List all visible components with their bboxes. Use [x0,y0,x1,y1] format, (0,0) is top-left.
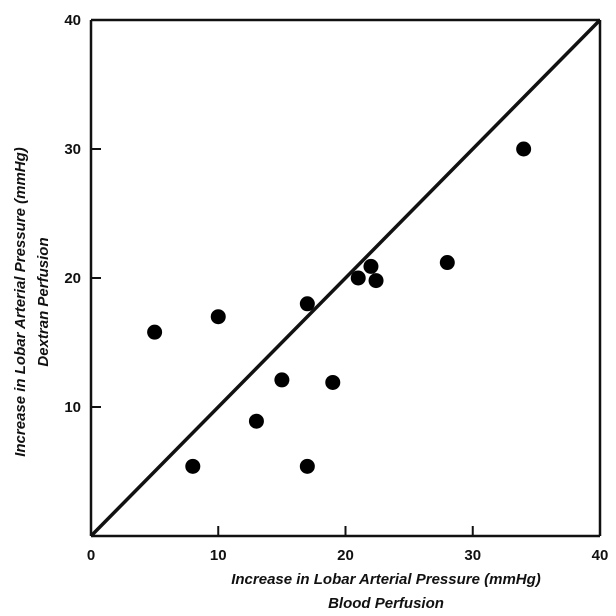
identity-line-group [89,18,602,538]
data-point [368,273,384,289]
data-point [210,309,226,325]
identity-line [89,18,602,538]
x-tick-label: 20 [337,547,354,564]
data-point [299,458,315,474]
x-tick-label: 30 [464,547,481,564]
data-points [147,141,532,474]
y-tick-label: 10 [64,399,81,416]
tick-labels: 0 10 20 30 40 10 20 30 40 [64,12,608,564]
y-tick-label: 40 [64,12,81,29]
data-point [274,372,290,388]
data-point [185,458,201,474]
tick-marks [90,19,601,536]
data-point [248,413,264,429]
data-point [363,258,379,274]
x-axis-title: Increase in Lobar Arterial Pressure (mmH… [231,571,541,588]
x-tick-label: 0 [87,547,95,564]
x-tick-label: 10 [210,547,227,564]
y-axis-subtitle: Dextran Perfusion [35,237,52,366]
y-tick-label: 30 [64,141,81,158]
y-tick-label: 20 [64,270,81,287]
data-point [439,255,455,271]
data-point [147,324,163,340]
data-point [350,270,366,286]
x-tick-label: 40 [592,547,609,564]
y-axis-title: Increase in Lobar Arterial Pressure (mmH… [12,147,29,457]
x-axis-subtitle: Blood Perfusion [328,595,444,612]
data-point [516,141,532,157]
data-point [299,296,315,312]
data-point [325,374,341,390]
